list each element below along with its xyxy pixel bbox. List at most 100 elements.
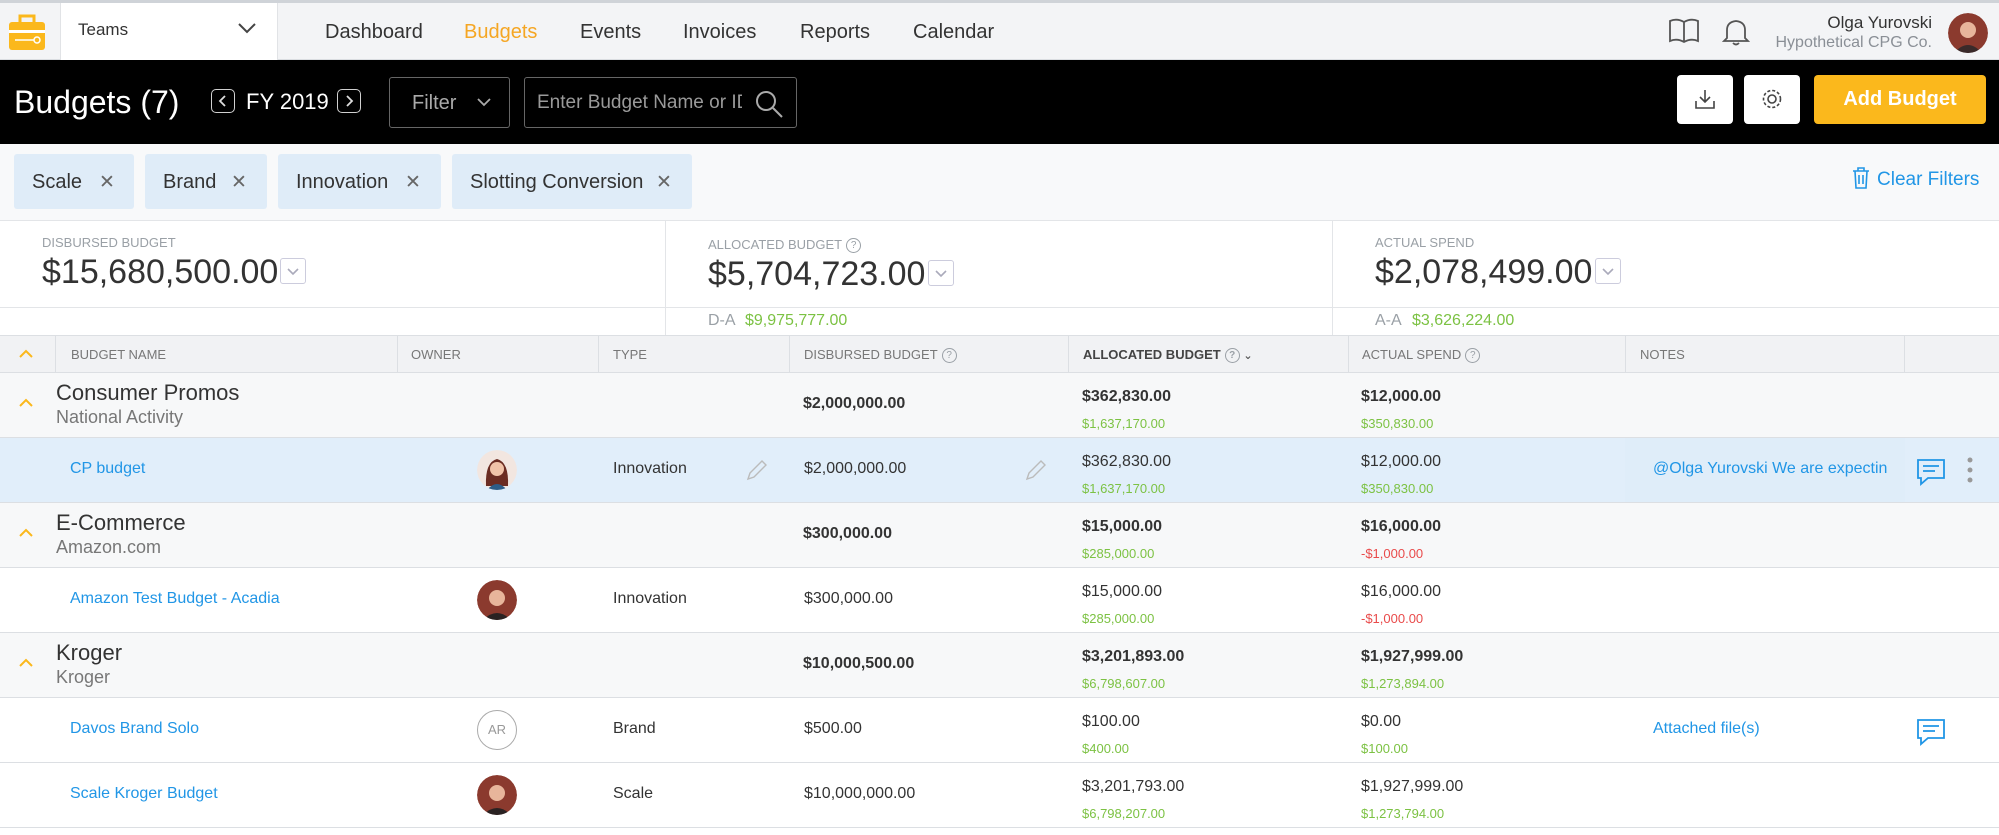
owner-avatar[interactable] <box>477 450 517 490</box>
budget-allocated-remaining: $285,000.00 <box>1082 611 1155 626</box>
owner-avatar[interactable] <box>477 775 517 815</box>
nav-events[interactable]: Events <box>580 21 642 43</box>
col-disbursed-budget[interactable]: Disbursed Budget? <box>804 347 957 364</box>
filter-chip-scale: Scale ✕ <box>14 154 134 209</box>
group-allocated-remaining: $1,637,170.00 <box>1082 416 1166 431</box>
edit-pencil-icon[interactable] <box>745 458 769 482</box>
budget-type: Brand <box>613 720 656 737</box>
group-actual-remaining: $1,273,894.00 <box>1361 676 1445 691</box>
filter-dropdown[interactable]: Filter <box>389 77 510 128</box>
settings-button[interactable] <box>1744 75 1800 124</box>
close-icon[interactable]: ✕ <box>99 172 115 193</box>
collapse-all-caret-icon[interactable] <box>18 348 34 360</box>
table-row-cp-budget[interactable]: CP budget Innovation $2,000,000.00 $362,… <box>0 438 1999 503</box>
column-divider <box>1068 336 1069 373</box>
comment-icon[interactable] <box>1916 718 1946 746</box>
help-icon[interactable]: ? <box>1224 348 1240 364</box>
group-subtitle: Kroger <box>56 667 111 687</box>
group-disbursed: $2,000,000.00 <box>803 395 906 412</box>
col-actual-spend-label: Actual Spend <box>1362 347 1462 362</box>
group-allocated: $15,000.00 <box>1082 518 1163 535</box>
budget-search-input[interactable] <box>537 91 742 115</box>
close-icon[interactable]: ✕ <box>656 172 672 193</box>
col-notes[interactable]: Notes <box>1640 347 1685 362</box>
actual-spend-value: $2,078,499.00 <box>1375 253 1593 291</box>
nav-reports[interactable]: Reports <box>800 21 871 43</box>
edit-pencil-icon[interactable] <box>1024 458 1048 482</box>
briefcase-logo-icon[interactable] <box>7 10 47 54</box>
table-row-davos-brand-solo[interactable]: Davos Brand Solo AR Brand $500.00 $100.0… <box>0 698 1999 763</box>
col-actual-spend[interactable]: Actual Spend? <box>1362 347 1481 364</box>
budget-disbursed: $10,000,000.00 <box>804 785 916 802</box>
next-year-button[interactable] <box>337 89 361 113</box>
group-row-kroger[interactable]: Kroger Kroger $10,000,500.00 $3,201,893.… <box>0 633 1999 698</box>
allocated-dropdown[interactable] <box>928 260 954 286</box>
owner-initials-avatar[interactable]: AR <box>477 710 517 750</box>
team-selector-label: Teams <box>78 20 129 39</box>
actual-dropdown[interactable] <box>1595 258 1621 284</box>
filter-chip-label: Scale <box>32 171 83 193</box>
help-icon[interactable]: ? <box>941 348 957 364</box>
budget-name-link[interactable]: Davos Brand Solo <box>70 720 199 737</box>
comment-icon[interactable] <box>1916 458 1946 486</box>
budget-name-link[interactable]: CP budget <box>70 460 146 477</box>
column-divider <box>397 336 398 373</box>
chevron-down-icon <box>287 268 299 276</box>
budget-name-link[interactable]: Scale Kroger Budget <box>70 785 218 802</box>
group-actual-remaining: -$1,000.00 <box>1361 546 1424 561</box>
budget-name-link[interactable]: Amazon Test Budget - Acadia <box>70 590 280 607</box>
budget-actual: $1,927,999.00 <box>1361 778 1464 795</box>
notes-link[interactable]: Attached file(s) <box>1653 720 1760 737</box>
nav-calendar[interactable]: Calendar <box>913 21 995 43</box>
clear-filters-link[interactable]: Clear Filters <box>1877 169 1980 190</box>
group-disbursed: $10,000,500.00 <box>803 655 915 672</box>
collapse-caret-icon[interactable] <box>18 397 34 409</box>
bell-icon[interactable] <box>1722 17 1750 47</box>
budgets-header-bar: Budgets (7) FY 2019 Filter Add Budget <box>0 60 1999 144</box>
budget-actual-remaining: $100.00 <box>1361 741 1408 756</box>
filter-dropdown-label: Filter <box>412 92 457 114</box>
col-allocated-budget[interactable]: Allocated Budget? ⌄ <box>1083 347 1253 364</box>
close-icon[interactable]: ✕ <box>405 172 421 193</box>
prev-year-button[interactable] <box>211 89 235 113</box>
user-avatar[interactable] <box>1948 13 1988 53</box>
group-row-consumer-promos[interactable]: Consumer Promos National Activity $2,000… <box>0 373 1999 438</box>
budget-actual: $12,000.00 <box>1361 453 1442 470</box>
allocated-budget-value: $5,704,723.00 <box>708 255 926 293</box>
gear-icon <box>1762 89 1782 109</box>
nav-budgets[interactable]: Budgets <box>464 21 538 43</box>
close-icon[interactable]: ✕ <box>231 172 247 193</box>
table-row-amazon-test-budget[interactable]: Amazon Test Budget - Acadia Innovation $… <box>0 568 1999 633</box>
group-disbursed: $300,000.00 <box>803 525 892 542</box>
team-selector[interactable]: Teams <box>60 3 278 60</box>
group-row-e-commerce[interactable]: E-Commerce Amazon.com $300,000.00 $15,00… <box>0 503 1999 568</box>
top-nav: Teams Dashboard Budgets Events Invoices … <box>0 0 1999 60</box>
more-vertical-icon[interactable] <box>1966 456 1974 484</box>
disbursed-dropdown[interactable] <box>280 258 306 284</box>
notes-cell <box>1625 438 1905 502</box>
disbursed-budget-label: Disbursed Budget <box>42 235 176 250</box>
summary-separator <box>0 307 1999 308</box>
column-divider <box>789 336 790 373</box>
filter-chip-brand: Brand ✕ <box>145 154 267 209</box>
aa-label: A-A <box>1375 312 1402 329</box>
col-owner[interactable]: Owner <box>411 347 461 362</box>
trash-icon[interactable] <box>1852 167 1870 189</box>
add-budget-button[interactable]: Add Budget <box>1814 75 1986 124</box>
collapse-caret-icon[interactable] <box>18 527 34 539</box>
search-icon[interactable] <box>754 89 784 119</box>
owner-avatar[interactable] <box>477 580 517 620</box>
col-type[interactable]: Type <box>613 347 647 362</box>
nav-dashboard[interactable]: Dashboard <box>325 21 423 43</box>
help-icon[interactable]: ? <box>846 238 862 254</box>
nav-invoices[interactable]: Invoices <box>683 21 757 43</box>
collapse-caret-icon[interactable] <box>18 657 34 669</box>
table-row-scale-kroger-budget[interactable]: Scale Kroger Budget Scale $10,000,000.00… <box>0 763 1999 828</box>
col-budget-name[interactable]: Budget Name <box>71 347 167 362</box>
budget-summary: Disbursed Budget $15,680,500.00 Allocate… <box>0 220 1999 336</box>
book-icon[interactable] <box>1668 17 1700 45</box>
download-button[interactable] <box>1677 75 1733 124</box>
help-icon[interactable]: ? <box>1465 348 1481 364</box>
chevron-down-icon <box>477 98 491 107</box>
notes-link[interactable]: @Olga Yurovski We are expectin <box>1653 460 1888 477</box>
